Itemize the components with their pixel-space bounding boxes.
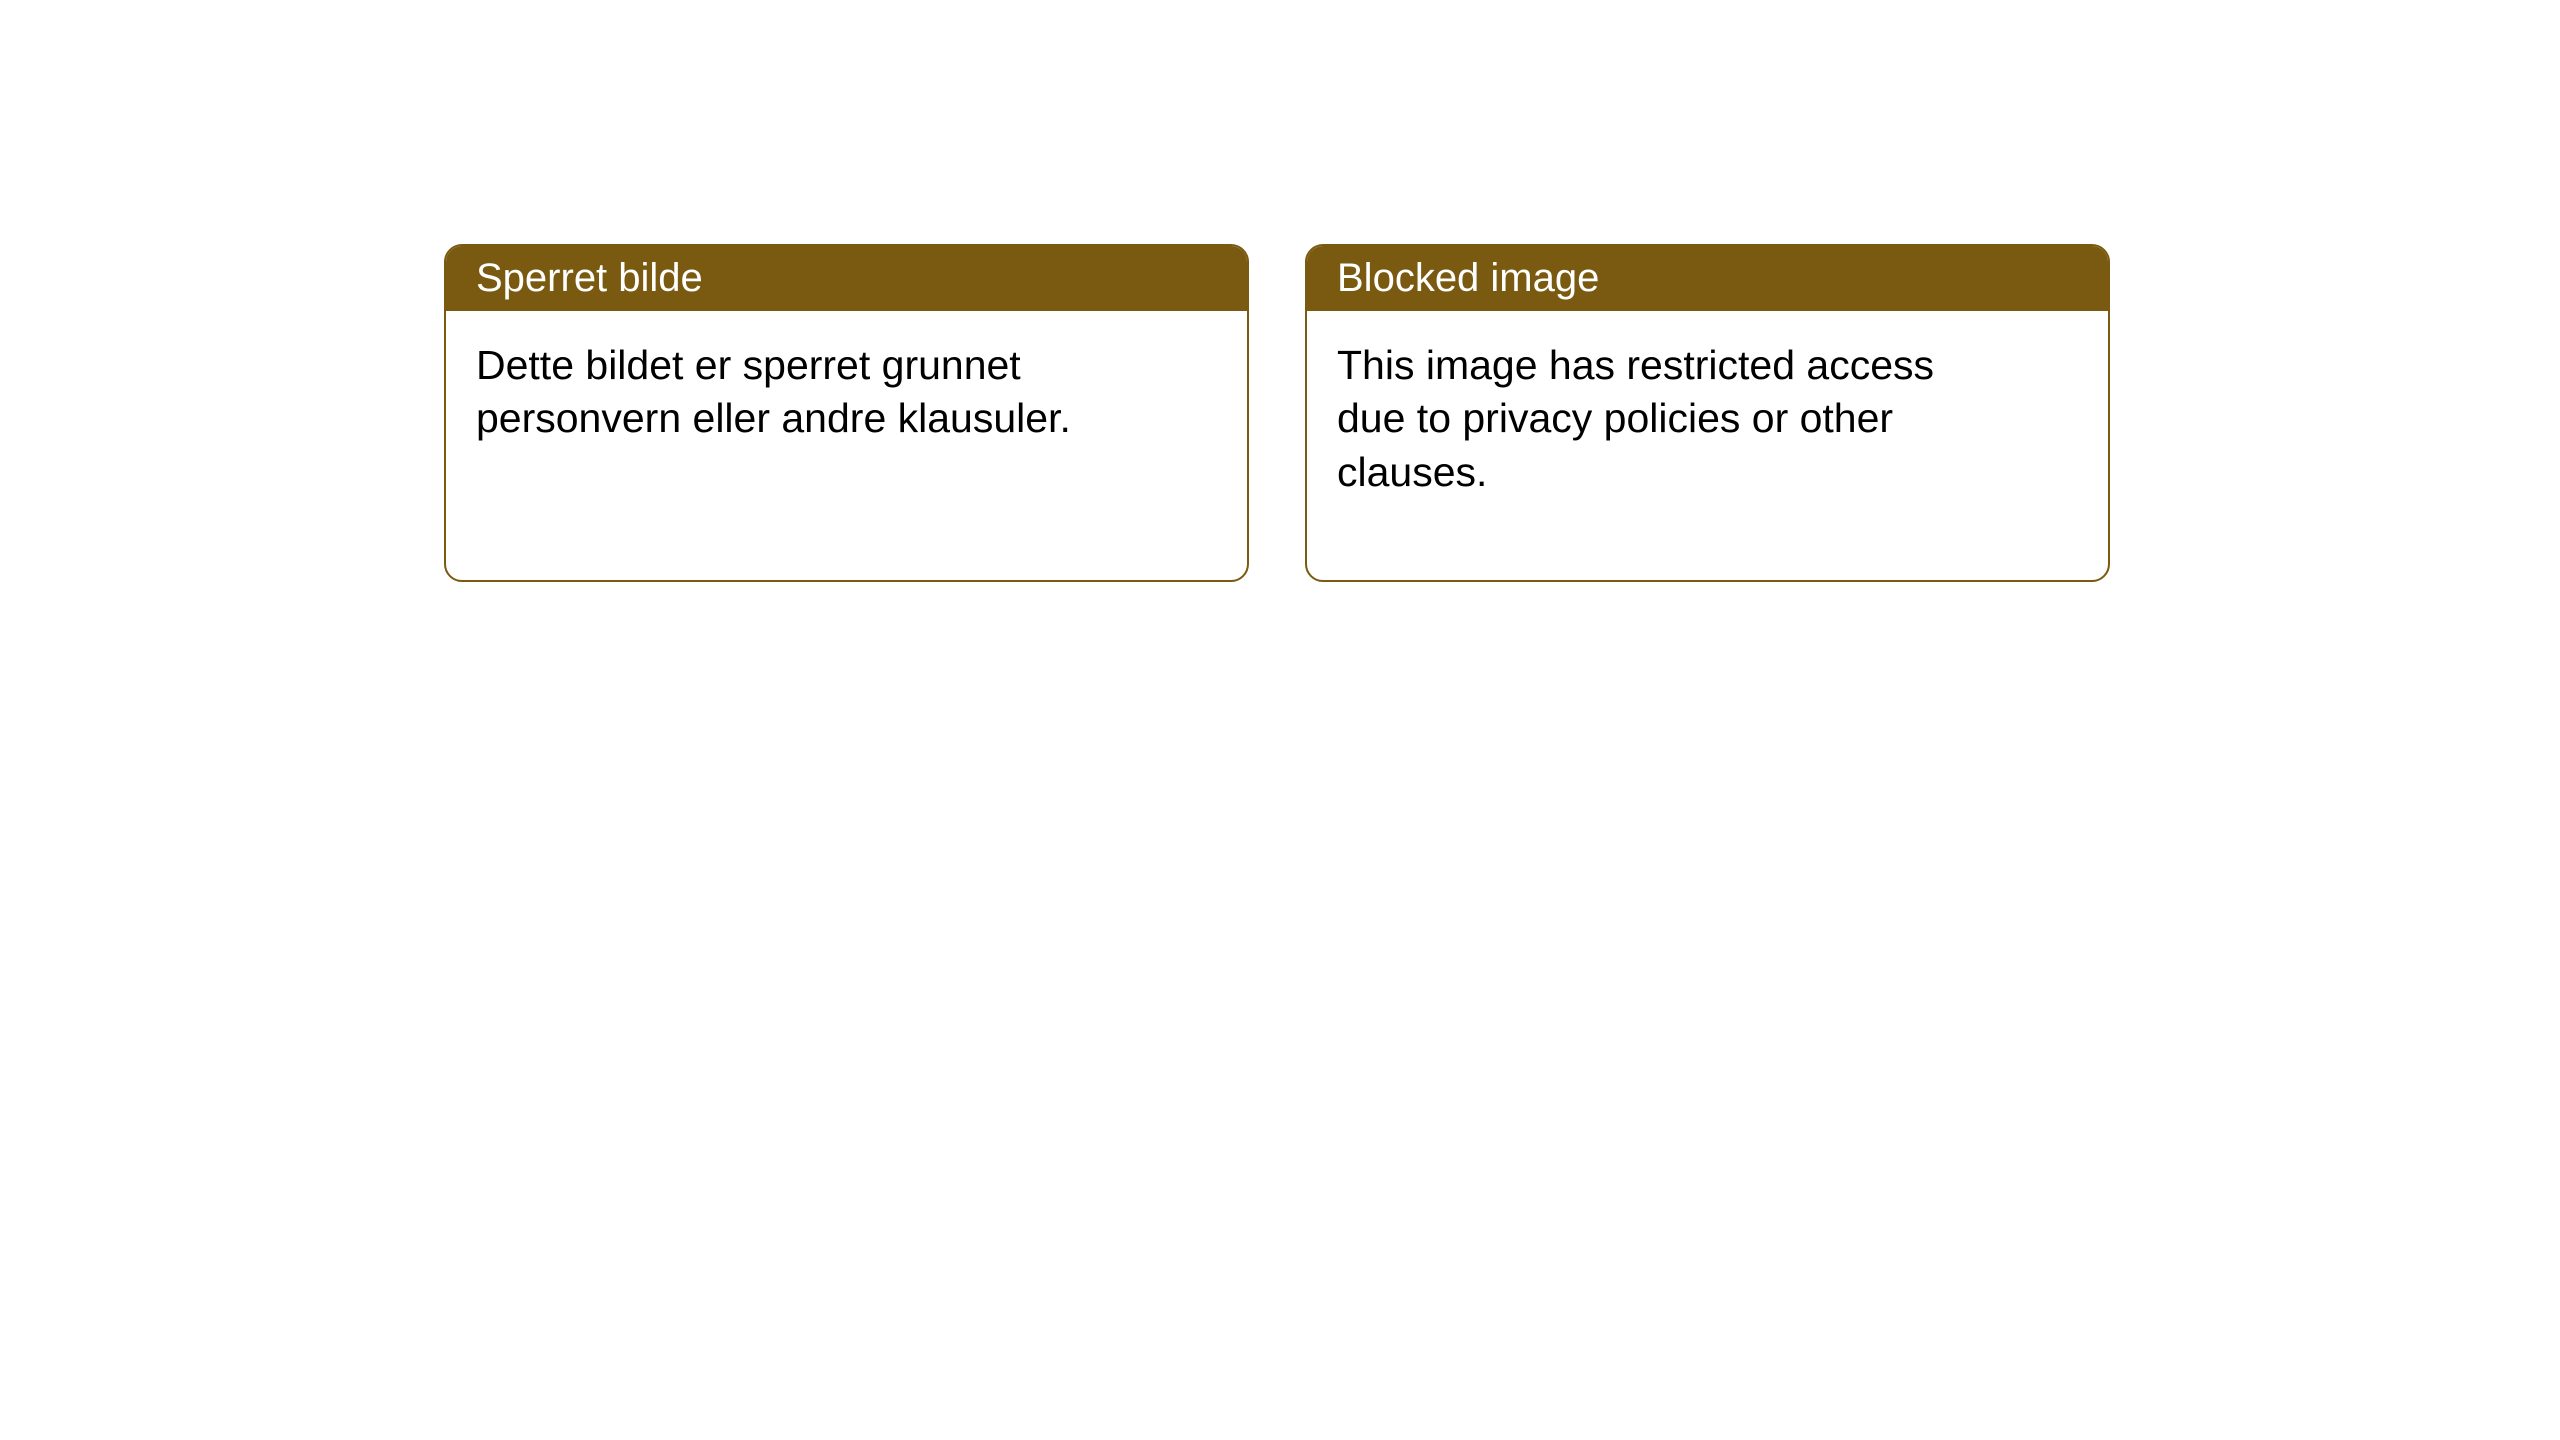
card-body: This image has restricted access due to …: [1307, 311, 1987, 527]
notice-card-english: Blocked image This image has restricted …: [1305, 244, 2110, 582]
card-header: Sperret bilde: [446, 246, 1247, 311]
card-body: Dette bildet er sperret grunnet personve…: [446, 311, 1126, 474]
notice-container: Sperret bilde Dette bildet er sperret gr…: [0, 0, 2560, 582]
notice-card-norwegian: Sperret bilde Dette bildet er sperret gr…: [444, 244, 1249, 582]
card-header: Blocked image: [1307, 246, 2108, 311]
